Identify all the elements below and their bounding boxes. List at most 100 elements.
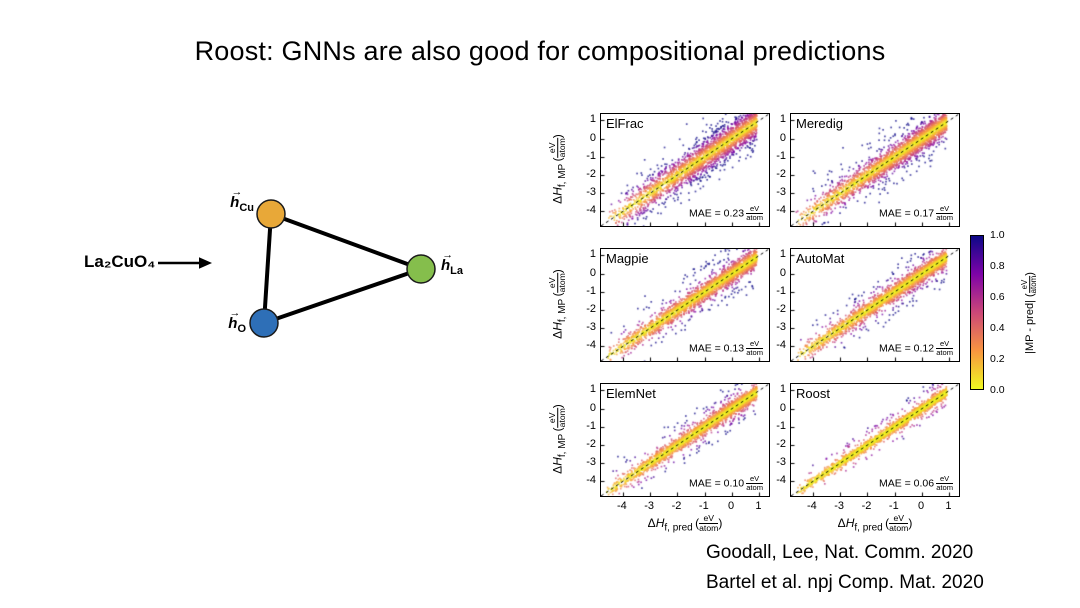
x-tick-label: -1 [888, 500, 899, 512]
y-tick-label: 1 [779, 113, 786, 126]
unit-fraction: eV atom [936, 204, 953, 223]
x-tick-label: -1 [698, 500, 709, 512]
y-tick-label: -3 [586, 321, 596, 334]
unit-fraction: eV atom [746, 474, 763, 493]
mae-label: MAE = 0.17 eV atom [878, 204, 953, 223]
y-tick-label: -1 [586, 284, 596, 297]
node-label-cu: → hCu [230, 186, 254, 214]
x-tick-label: 1 [755, 500, 762, 512]
y-tick-label: -4 [586, 339, 596, 352]
mae-label: MAE = 0.06 eV atom [878, 474, 953, 493]
y-tick-label: -4 [776, 339, 786, 352]
vector-arrow-icon: → [229, 307, 241, 320]
parity-panel-elfrac: ElFrac MAE = 0.23 eV atom 1 0 -1 -2 -3 -4 ΔHf, MP… [547, 113, 770, 227]
scatter-canvas [790, 248, 960, 362]
scatter-canvas [790, 383, 960, 497]
node-cu [256, 199, 286, 229]
panel-title: Meredig [796, 116, 843, 131]
colorbar-tick-label: 0.2 [990, 353, 1005, 365]
panel-title: ElFrac [606, 116, 644, 131]
colorbar-gradient [970, 235, 984, 390]
y-tick-label: -4 [776, 474, 786, 487]
scatter-canvas [790, 113, 960, 227]
y-tick-label: 0 [779, 401, 786, 414]
y-tick-label: -2 [586, 303, 596, 315]
x-tick-label: 0 [728, 500, 735, 512]
y-tick-label: -4 [776, 204, 786, 217]
x-tick-label: -2 [861, 500, 872, 512]
parity-plot-grid: ElFrac MAE = 0.23 eV atom 1 0 -1 -2 -3 -4 ΔHf, MP… [547, 100, 1080, 550]
y-tick-label: -2 [586, 168, 596, 180]
page-title: Roost: GNNs are also good for compositio… [194, 36, 886, 66]
y-tick-label: 1 [779, 383, 786, 396]
maps-to-arrow-icon [158, 257, 212, 269]
colorbar-tick-label: 0.8 [990, 260, 1005, 272]
y-tick-label: 0 [589, 131, 596, 144]
vector-arrow-icon: → [231, 186, 243, 199]
unit-fraction: eV atom [547, 273, 568, 293]
scatter-canvas [600, 248, 770, 362]
y-tick-label: -2 [776, 303, 786, 315]
unit-fraction: eV atom [1020, 275, 1039, 294]
y-axis-label: ΔHf, MP (eV atom) [547, 269, 568, 339]
colorbar-tick-label: 0.6 [990, 291, 1005, 303]
y-tick-label: -2 [776, 168, 786, 180]
unit-fraction: eV atom [547, 138, 568, 158]
citation-line-1: Goodall, Lee, Nat. Comm. 2020 [706, 542, 974, 563]
mae-label: MAE = 0.23 eV atom [688, 204, 763, 223]
node-label-o: → hO [228, 307, 246, 335]
mae-label: MAE = 0.12 eV atom [878, 339, 953, 358]
x-tick-label: -3 [644, 500, 655, 512]
y-tick-label: 1 [589, 113, 596, 126]
parity-panel-automat: AutoMat MAE = 0.12 eV atom 1 0 -1 -2 -3 -4 [776, 248, 960, 362]
colorbar: 1.0 0.8 0.6 0.4 0.2 0.0 |MP - pred| (eV atom) [970, 229, 1080, 405]
parity-panel-meredig: Meredig MAE = 0.17 eV atom 1 0 -1 -2 -3 -4 [776, 113, 960, 227]
y-axis-label: ΔHf, MP (eV atom) [547, 404, 568, 474]
parity-panel-magpie: Magpie MAE = 0.13 eV atom 1 0 -1 -2 -3 -4 ΔHf, MP… [547, 248, 770, 362]
y-tick-label: -3 [586, 456, 596, 469]
y-tick-label: -1 [586, 419, 596, 432]
colorbar-ticks: 1.0 0.8 0.6 0.4 0.2 0.0 [990, 229, 1020, 396]
y-tick-label: 0 [779, 131, 786, 144]
y-tick-label: -3 [586, 186, 596, 199]
colorbar-tick-label: 0.0 [990, 384, 1005, 396]
citation-line-2: Bartel et al. npj Comp. Mat. 2020 [706, 572, 984, 593]
colorbar-tick-label: 0.4 [990, 322, 1005, 334]
vector-arrow-icon: → [442, 249, 454, 262]
unit-fraction: eV atom [889, 513, 909, 534]
y-tick-label: -1 [776, 419, 786, 432]
x-tick-label: -3 [834, 500, 845, 512]
y-tick-label: -1 [776, 284, 786, 297]
mae-label: MAE = 0.10 eV atom [688, 474, 763, 493]
y-tick-label: -1 [586, 149, 596, 162]
x-axis-label: ΔHf, pred (eV atom) [647, 513, 723, 534]
colorbar-tick-label: 1.0 [990, 229, 1005, 241]
mae-label: MAE = 0.13 eV atom [688, 339, 763, 358]
y-tick-label: 0 [779, 266, 786, 279]
y-tick-label: 0 [589, 401, 596, 414]
panel-title: Magpie [606, 251, 649, 266]
node-label-la: → hLa [441, 249, 464, 277]
y-tick-label: 1 [589, 383, 596, 396]
panel-title: AutoMat [796, 251, 845, 266]
formula-label: La₂CuO₄ [84, 252, 156, 271]
y-tick-label: 0 [589, 266, 596, 279]
y-tick-label: -4 [586, 474, 596, 487]
panel-title: Roost [796, 386, 830, 401]
graph-svg [158, 199, 436, 338]
unit-fraction: eV atom [746, 339, 763, 358]
x-axis-label: ΔHf, pred (eV atom) [837, 513, 913, 534]
y-axis-label: ΔHf, MP (eV atom) [547, 134, 568, 204]
x-tick-label: -4 [806, 500, 817, 512]
y-tick-label: -4 [586, 204, 596, 217]
y-tick-label: -3 [776, 186, 786, 199]
citations: Goodall, Lee, Nat. Comm. 2020 Bartel et … [706, 538, 984, 598]
y-tick-label: -1 [776, 149, 786, 162]
y-tick-label: -3 [776, 456, 786, 469]
node-la [406, 254, 436, 284]
y-tick-label: -3 [776, 321, 786, 334]
y-tick-label: 1 [589, 248, 596, 261]
unit-fraction: eV atom [547, 408, 568, 428]
x-tick-label: 0 [918, 500, 925, 512]
